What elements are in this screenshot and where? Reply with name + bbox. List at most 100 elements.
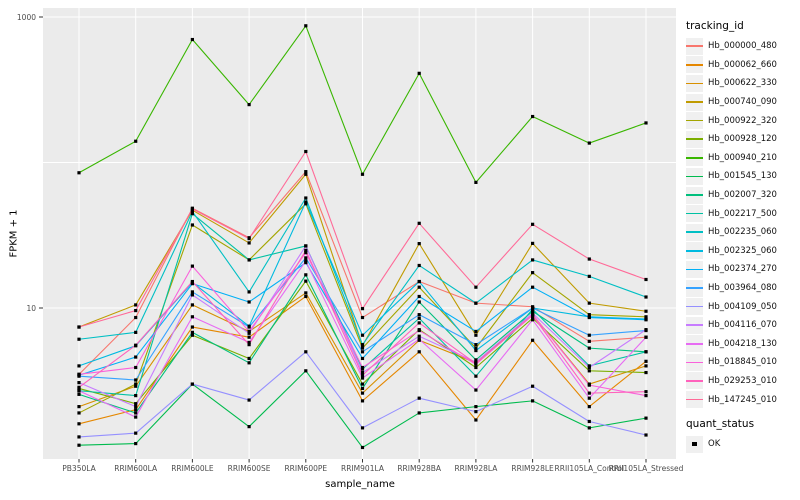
series-color-line xyxy=(686,231,703,234)
legend-item: Hb_000922_320 xyxy=(686,111,798,130)
data-point xyxy=(417,337,421,341)
legend-item: Hb_004218_130 xyxy=(686,335,798,354)
data-point xyxy=(247,361,251,365)
data-point xyxy=(134,431,138,435)
data-point xyxy=(190,282,194,286)
data-point xyxy=(474,285,478,289)
data-point xyxy=(190,264,194,268)
x-tick-label: RRIM928LA xyxy=(454,464,498,473)
data-point xyxy=(190,333,194,337)
data-point xyxy=(587,369,591,373)
legend-item-label: Hb_001545_130 xyxy=(708,171,777,182)
data-point xyxy=(417,316,421,320)
data-point xyxy=(247,241,251,245)
data-point xyxy=(247,331,251,335)
legend-item-label: Hb_004116_070 xyxy=(708,320,777,331)
legend-key-line-icon xyxy=(686,74,703,92)
data-point xyxy=(360,445,365,450)
data-point xyxy=(644,390,648,394)
data-point xyxy=(304,273,308,277)
series-color-line xyxy=(686,380,703,382)
data-point xyxy=(360,315,365,320)
data-point xyxy=(190,279,194,284)
legend-item-label: Hb_002235_060 xyxy=(708,227,777,238)
data-point xyxy=(77,381,81,385)
data-point xyxy=(644,364,648,368)
legend-key-line-icon xyxy=(686,56,703,74)
data-point xyxy=(417,350,421,354)
legend-item: Hb_002007_320 xyxy=(686,186,798,205)
data-point xyxy=(644,416,648,420)
data-point xyxy=(474,348,478,353)
legend-key-line-icon xyxy=(686,205,703,223)
series-color-line xyxy=(686,101,703,103)
data-point xyxy=(644,359,648,363)
data-point xyxy=(134,365,138,370)
data-point xyxy=(304,172,308,176)
legend-item-label: Hb_003964_080 xyxy=(708,283,777,294)
data-point xyxy=(360,343,365,347)
legend-key-line-icon xyxy=(686,223,703,241)
data-point xyxy=(417,242,421,246)
series-color-line xyxy=(686,157,703,159)
data-point xyxy=(247,340,251,345)
data-point xyxy=(360,426,365,430)
data-point xyxy=(304,256,308,260)
legend-item: Hb_000062_660 xyxy=(686,56,798,75)
legend-item-label: Hb_004109_050 xyxy=(708,301,777,312)
data-point xyxy=(304,291,308,295)
data-point xyxy=(304,202,308,206)
legend-item: Hb_004116_070 xyxy=(686,316,798,335)
data-point xyxy=(247,343,251,347)
legend-item: Hb_002374_270 xyxy=(686,260,798,279)
data-point xyxy=(247,335,251,339)
series-color-line xyxy=(686,45,703,48)
data-point xyxy=(417,221,421,225)
data-point xyxy=(134,355,138,359)
data-point xyxy=(644,328,648,332)
series-color-line xyxy=(686,268,703,271)
x-tick-label: RRIM928BA xyxy=(397,464,442,473)
data-point xyxy=(474,418,478,422)
legend-items: Hb_000000_480 Hb_000062_660 Hb_000622_330 H… xyxy=(686,37,798,409)
series-color-line xyxy=(686,212,703,215)
y-tick-label: 1000 xyxy=(16,12,36,22)
data-point xyxy=(531,241,535,245)
legend-item-label: Hb_000000_480 xyxy=(708,41,777,52)
legend-item: Hb_147245_010 xyxy=(686,390,798,409)
data-point xyxy=(190,330,194,334)
data-point xyxy=(304,170,308,174)
data-point xyxy=(247,325,251,329)
data-point xyxy=(531,338,535,342)
data-point xyxy=(474,388,478,392)
data-point xyxy=(247,300,251,304)
data-point xyxy=(644,370,648,375)
data-point xyxy=(190,325,194,329)
data-point xyxy=(360,373,365,377)
data-point xyxy=(531,285,535,289)
legend-item-label: Hb_000062_660 xyxy=(708,59,777,70)
data-point xyxy=(77,405,81,409)
legend-item: Hb_029253_010 xyxy=(686,372,798,391)
legend-item-label: Hb_000940_210 xyxy=(708,152,777,163)
data-point xyxy=(587,313,591,317)
data-point xyxy=(417,294,421,299)
data-point xyxy=(134,393,138,398)
legend-key-line-icon xyxy=(686,335,703,353)
data-point xyxy=(644,315,648,319)
legend-item-label: Hb_000928_120 xyxy=(708,134,777,145)
data-point xyxy=(304,259,308,263)
data-point xyxy=(77,337,81,341)
data-point xyxy=(360,346,365,350)
legend-item-label: OK xyxy=(708,439,721,450)
data-point xyxy=(474,301,478,305)
data-point xyxy=(644,277,648,282)
data-point xyxy=(190,293,194,297)
data-point xyxy=(304,279,308,283)
data-point xyxy=(644,335,648,339)
series-color-line xyxy=(686,82,703,85)
data-point xyxy=(644,433,648,437)
data-point xyxy=(587,383,591,387)
x-axis-title: sample_name xyxy=(325,479,395,490)
